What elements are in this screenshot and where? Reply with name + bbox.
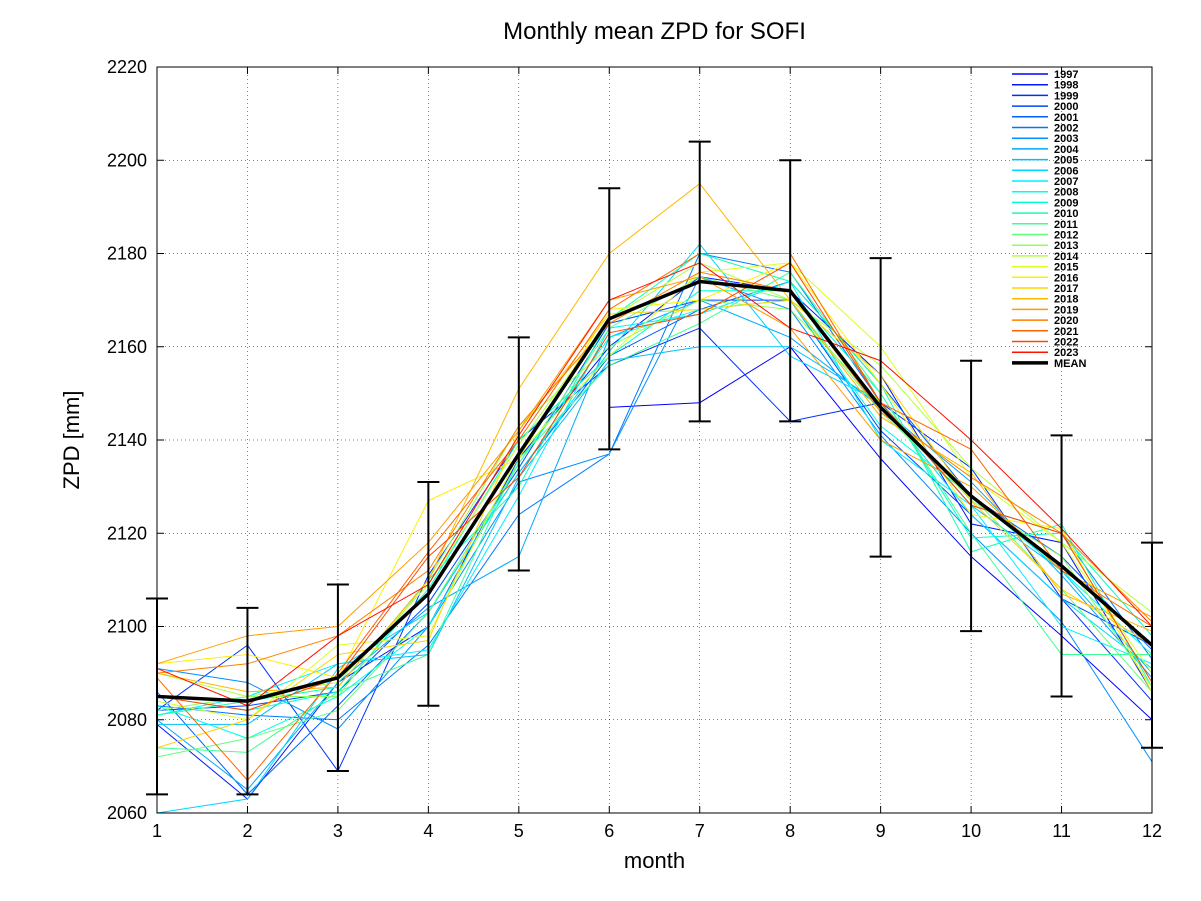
xtick-label: 1 <box>152 821 162 841</box>
chart-background <box>0 0 1201 901</box>
xtick-label: 10 <box>961 821 981 841</box>
ytick-label: 2080 <box>107 710 147 730</box>
ytick-label: 2100 <box>107 617 147 637</box>
xtick-label: 11 <box>1052 821 1071 841</box>
xtick-label: 12 <box>1142 821 1162 841</box>
x-axis-label: month <box>624 848 685 873</box>
chart-title: Monthly mean ZPD for SOFI <box>503 18 806 45</box>
xtick-label: 3 <box>333 821 343 841</box>
chart-container: 1234567891011122060208021002120214021602… <box>0 0 1201 901</box>
xtick-label: 7 <box>695 821 705 841</box>
xtick-label: 9 <box>876 821 886 841</box>
xtick-label: 2 <box>242 821 252 841</box>
ytick-label: 2060 <box>107 803 147 823</box>
ytick-label: 2180 <box>107 244 147 264</box>
ytick-label: 2160 <box>107 337 147 357</box>
xtick-label: 4 <box>423 821 433 841</box>
y-axis-label: ZPD [mm] <box>59 391 84 490</box>
xtick-label: 5 <box>514 821 524 841</box>
chart-svg: 1234567891011122060208021002120214021602… <box>0 0 1201 901</box>
ytick-label: 2140 <box>107 430 147 450</box>
xtick-label: 6 <box>604 821 614 841</box>
xtick-label: 8 <box>785 821 795 841</box>
legend-label: MEAN <box>1054 358 1086 370</box>
ytick-label: 2120 <box>107 523 147 543</box>
ytick-label: 2220 <box>107 57 147 77</box>
ytick-label: 2200 <box>107 150 147 170</box>
